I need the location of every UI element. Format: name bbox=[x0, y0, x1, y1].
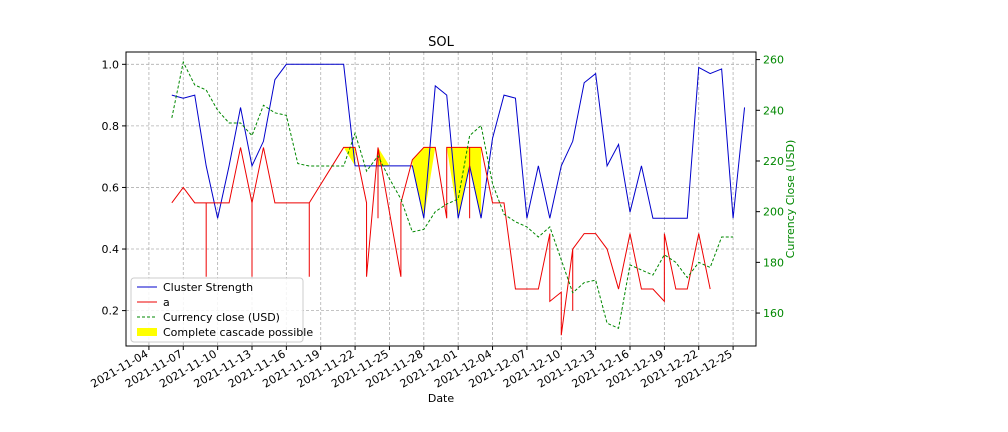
series-layer bbox=[171, 60, 746, 336]
y-tick-label: 0.8 bbox=[102, 120, 120, 133]
legend-currency-close-label: Currency close (USD) bbox=[163, 311, 280, 324]
y2-tick-label: 220 bbox=[763, 155, 784, 168]
cascade-fill-region bbox=[446, 147, 482, 219]
y-tick-label: 0.2 bbox=[102, 305, 120, 318]
y2-tick-label: 260 bbox=[763, 54, 784, 67]
y2-tick-label: 180 bbox=[763, 256, 784, 269]
cascade-fill-region bbox=[343, 147, 356, 166]
legend-cascade-fill-label: Complete cascade possible bbox=[163, 326, 313, 339]
cluster-strength-line bbox=[171, 63, 746, 219]
legend-cluster-strength-label: Cluster Strength bbox=[163, 281, 253, 294]
y2-tick-label: 240 bbox=[763, 104, 784, 117]
y-tick-label: 0.6 bbox=[102, 181, 120, 194]
cascade-fill-region bbox=[412, 147, 436, 219]
a-line bbox=[171, 146, 711, 336]
legend-box bbox=[130, 277, 304, 343]
y2-tick-label: 200 bbox=[763, 206, 784, 219]
legend: Cluster Strength a Currency close (USD) Com… bbox=[130, 277, 313, 343]
chart-title: SOL bbox=[428, 35, 454, 50]
y-tick-label: 1.0 bbox=[102, 58, 120, 71]
plot-frame bbox=[125, 51, 757, 347]
y-tick-label: 0.4 bbox=[102, 243, 120, 256]
x-axis-label: Date bbox=[428, 392, 455, 405]
currency-close-line bbox=[171, 60, 734, 329]
legend-a-label: a bbox=[163, 296, 170, 309]
y2-axis-label: Currency Close (USD) bbox=[784, 140, 797, 259]
y2-tick-label: 160 bbox=[763, 307, 784, 320]
legend-cascade-fill-swatch bbox=[137, 328, 157, 336]
